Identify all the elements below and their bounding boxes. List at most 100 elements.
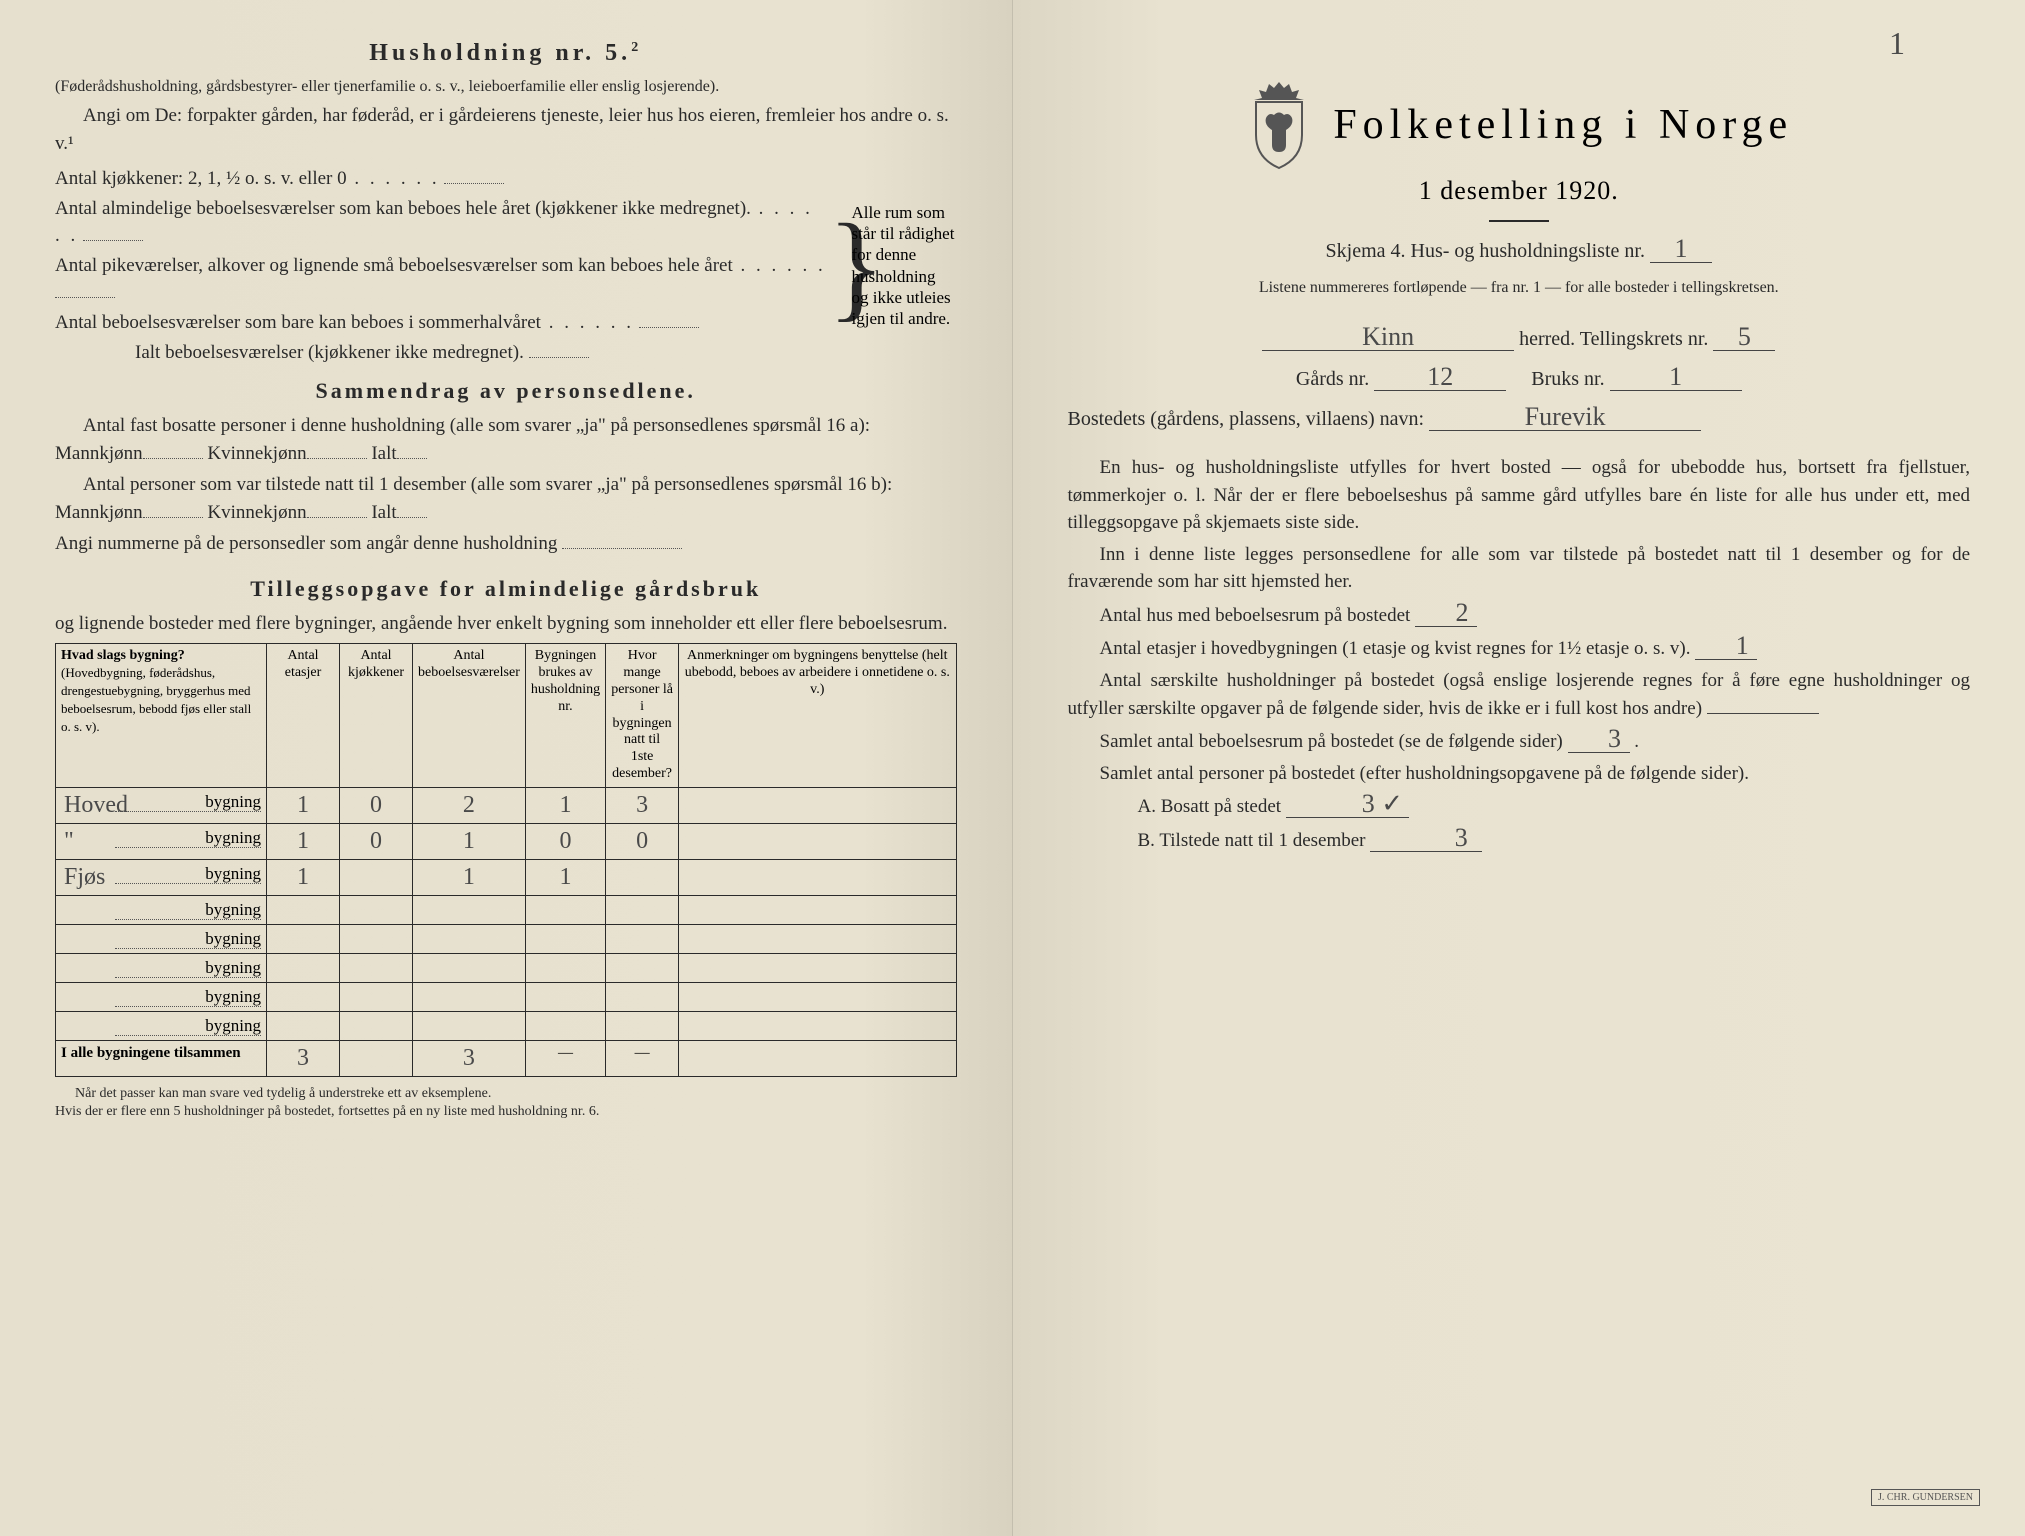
cell: 1 [267,787,340,823]
fill [397,517,427,518]
cell [413,1011,526,1040]
cell [267,1011,340,1040]
row-label-print: bygning [115,1016,261,1036]
cell [679,823,956,859]
q2-label: Antal etasjer i hovedbygningen (1 etasje… [1100,638,1691,659]
row-label-print: bygning [115,792,261,812]
cell [679,1011,956,1040]
table-row: bygning [56,953,957,982]
col-header: Hvor mange personer lå i bygningen natt … [606,644,679,787]
cell [267,982,340,1011]
qA-value: 3 ✓ [1286,791,1409,818]
q2-value: 1 [1695,633,1757,660]
bruk-label: Bruks nr. [1531,368,1604,390]
cell [413,924,526,953]
row-label-cell: Fjøs bygning [56,859,267,895]
subtitle: 1 desember 1920. [1068,176,1971,206]
kitchens-text: Antal kjøkkener: 2, 1, ½ o. s. v. eller … [55,168,347,189]
fill [55,297,115,298]
q4-line: Samlet antal beboelsesrum på bostedet (s… [1068,726,1971,756]
cell [525,924,605,953]
fill [639,327,699,328]
qB-value: 3 [1370,825,1482,852]
row-prefix-handwritten: Hoved [64,792,128,819]
body-para-1: Inn i denne liste legges personsedlene f… [1068,541,1971,596]
cell: 1 [525,859,605,895]
row-label-print: bygning [115,929,261,949]
fill [444,183,504,184]
rooms-total-line: Ialt beboelsesværelser (kjøkkener ikke m… [55,339,828,367]
skjema-label: Skjema 4. Hus- og husholdningsliste nr. [1326,240,1645,262]
cell [679,895,956,924]
cell: 1 [267,823,340,859]
cell [606,924,679,953]
q1-label: Antal hus med beboelsesrum på bostedet [1100,605,1411,626]
q5-line: Samlet antal personer på bostedet (efter… [1068,760,1971,788]
rooms-block: Antal kjøkkener: 2, 1, ½ o. s. v. eller … [55,163,957,368]
cell [413,895,526,924]
cell: 0 [606,823,679,859]
cell [606,953,679,982]
printer-stamp: J. CHR. GUNDERSEN [1871,1489,1980,1506]
q4-value: 3 [1568,726,1630,753]
q4-label: Samlet antal beboelsesrum på bostedet (s… [1100,731,1563,752]
table-row: bygning [56,1011,957,1040]
qA-label: A. Bosatt på stedet [1138,796,1282,817]
cell [525,1011,605,1040]
rooms3-text: Antal beboelsesværelser som bare kan beb… [55,312,541,333]
row-label-print: bygning [115,987,261,1007]
bosted-label: Bostedets (gårdens, plassens, villaens) … [1068,408,1425,430]
gard-value: 12 [1374,364,1506,391]
samm1b-text: Kvinnekjønn [207,443,306,464]
dots [733,255,826,276]
table-row: bygning [56,924,957,953]
q3-label: Antal særskilte husholdninger på bostede… [1068,670,1971,719]
footnote: Når det passer kan man svare ved tydelig… [55,1085,957,1121]
fill [143,517,203,518]
cell [606,859,679,895]
fill [397,458,427,459]
rooms3-line: Antal beboelsesværelser som bare kan beb… [55,309,828,337]
rooms2-text: Antal pikeværelser, alkover og lignende … [55,255,733,276]
skjema-line: Skjema 4. Hus- og husholdningsliste nr. … [1068,236,1971,266]
tillegg-para: og lignende bosteder med flere bygninger… [55,610,957,638]
right-page: 1 Folketelling i Norge 1 desember 1920. … [1013,0,2025,1536]
cell [679,859,956,895]
qB-line: B. Tilstede natt til 1 desember 3 [1068,825,1971,855]
col-header: Antal beboelsesværelser [413,644,526,787]
cell [340,953,413,982]
gard-line: Gårds nr. 12 Bruks nr. 1 [1068,364,1971,394]
col-header: Anmerkninger om bygningens benyttelse (h… [679,644,956,787]
total-c4: — [606,1040,679,1076]
row-label-cell: bygning [56,924,267,953]
cell [679,787,956,823]
skjema-value: 1 [1650,236,1712,263]
samm-line1: Antal fast bosatte personer i denne hush… [55,412,957,467]
gard-label: Gårds nr. [1296,368,1369,390]
total-c5 [679,1040,956,1076]
bruk-value: 1 [1610,364,1742,391]
samm2-text: Antal personer som var tilstede natt til… [55,474,892,523]
coat-of-arms-icon [1244,80,1314,170]
rooms1-text: Antal almindelige beboelsesværelser som … [55,198,751,219]
samm2c-text: Ialt [371,502,396,523]
cell [340,859,413,895]
row-label-print: bygning [115,958,261,978]
cell [267,953,340,982]
table-row: bygning [56,895,957,924]
row-label-cell: bygning [56,953,267,982]
cell [679,924,956,953]
cell [606,895,679,924]
row-label-cell: Hoved bygning [56,787,267,823]
row-label-cell: bygning [56,1011,267,1040]
total-c3: — [525,1040,605,1076]
q3-line: Antal særskilte husholdninger på bostede… [1068,667,1971,722]
row-label-print: bygning [115,864,261,884]
body-text: En hus- og husholdningsliste utfylles fo… [1068,454,1971,854]
cell [340,895,413,924]
left-page: Husholdning nr. 5.2 (Føderådshusholdning… [0,0,1013,1536]
heading-sup: 2 [631,40,642,55]
rooms-lines: Antal kjøkkener: 2, 1, ½ o. s. v. eller … [55,163,828,368]
q2-line: Antal etasjer i hovedbygningen (1 etasje… [1068,633,1971,663]
row-label-cell: bygning [56,895,267,924]
